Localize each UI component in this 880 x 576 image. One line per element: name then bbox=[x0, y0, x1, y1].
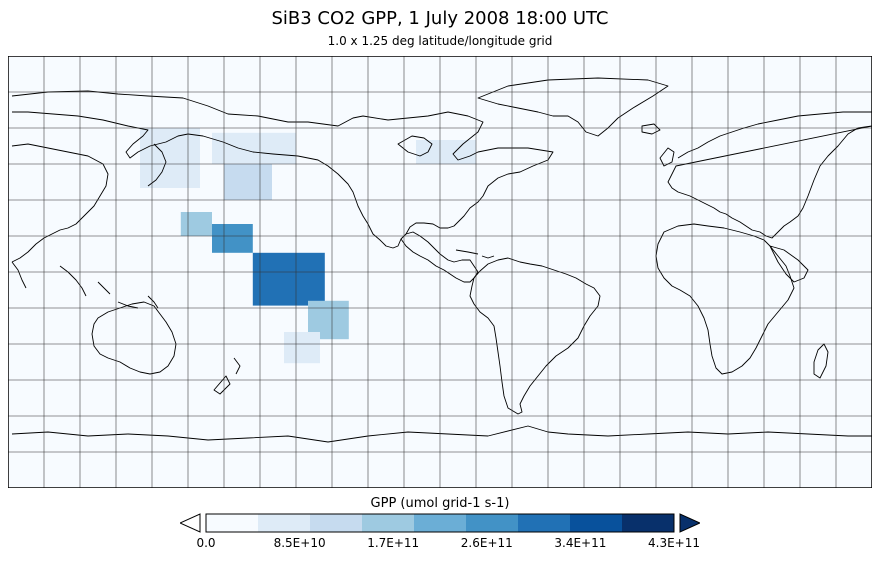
colorbar-tick-label: 1.7E+11 bbox=[367, 536, 420, 550]
gpp-region-4 bbox=[224, 164, 272, 200]
colorbar-tick-label: 4.3E+11 bbox=[648, 536, 700, 550]
coastline-east-asia bbox=[11, 143, 109, 263]
gpp-region-5 bbox=[212, 132, 296, 164]
colorbar-tick-label: 8.5E+10 bbox=[273, 536, 326, 550]
colorbar-swatch bbox=[206, 514, 259, 532]
coastline-north-america bbox=[11, 90, 554, 249]
lat-lon-grid bbox=[8, 56, 872, 488]
gpp-region-3 bbox=[180, 212, 212, 236]
colorbar bbox=[180, 513, 700, 533]
coastline-south-america bbox=[469, 257, 601, 415]
coastline-japan bbox=[147, 143, 167, 187]
coastline-india bbox=[11, 261, 27, 289]
gpp-cells bbox=[140, 128, 476, 364]
coastline-arabia bbox=[769, 245, 809, 283]
colorbar-swatch bbox=[518, 514, 571, 532]
colorbar-tick-label: 3.4E+11 bbox=[554, 536, 607, 550]
coastline-australia bbox=[91, 301, 177, 375]
coastline-madagascar bbox=[813, 343, 829, 379]
colorbar-swatch bbox=[622, 514, 675, 532]
gpp-region-6 bbox=[140, 128, 200, 188]
coastline-se-asia bbox=[59, 265, 159, 309]
colorbar-min-extend-arrow bbox=[180, 513, 201, 533]
colorbar-swatch bbox=[466, 514, 519, 532]
colorbar-max-extend-arrow bbox=[679, 513, 700, 533]
colorbar-swatch bbox=[570, 514, 623, 532]
world-map bbox=[8, 56, 872, 488]
map-subtitle: 1.0 x 1.25 deg latitude/longitude grid bbox=[327, 34, 553, 48]
map-title: SiB3 CO2 GPP, 1 July 2008 18:00 UTC bbox=[271, 8, 609, 29]
coastline-hudson-bay bbox=[397, 135, 433, 157]
colorbar-tick-label: 0.0 bbox=[196, 536, 216, 550]
gpp-region-9 bbox=[416, 140, 476, 164]
colorbar-swatch bbox=[310, 514, 363, 532]
coastlines bbox=[11, 77, 872, 443]
coastline-new-zealand bbox=[213, 357, 241, 395]
gpp-region-8 bbox=[284, 332, 320, 364]
coastline-africa bbox=[655, 223, 795, 375]
colorbar-swatch bbox=[258, 514, 311, 532]
colorbar-label: GPP (umol grid-1 s-1) bbox=[370, 496, 510, 511]
colorbar-swatches bbox=[205, 513, 675, 533]
colorbar-tick-label: 2.6E+11 bbox=[460, 536, 513, 550]
gpp-region-2 bbox=[212, 224, 253, 253]
colorbar-swatch bbox=[414, 514, 467, 532]
gpp-region-1 bbox=[252, 252, 325, 306]
colorbar-swatch bbox=[362, 514, 415, 532]
coastline-caribbean bbox=[455, 249, 495, 259]
colorbar-border bbox=[205, 513, 675, 533]
coastline-antarctica bbox=[11, 425, 872, 443]
